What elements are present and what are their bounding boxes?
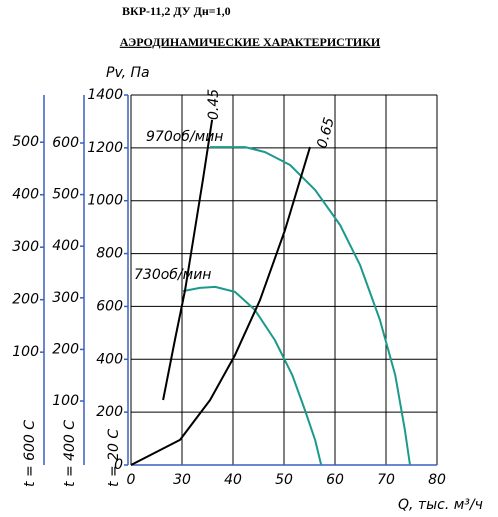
y-tick-label: 400 <box>12 187 39 203</box>
y-tick-label: 100 <box>12 344 39 360</box>
y-tick-label: 1200 <box>87 140 123 156</box>
curve <box>130 146 311 466</box>
x-tick-label: 80 <box>428 472 446 488</box>
x-tick-label: 60 <box>326 472 344 488</box>
curve <box>182 285 323 466</box>
y-tick-label: 600 <box>52 135 79 151</box>
axis-label: t = 20 С <box>106 429 122 487</box>
y-tick-label: 800 <box>96 246 123 262</box>
y-tick-label: 500 <box>12 134 39 150</box>
axis-label: t = 600 С <box>22 420 38 487</box>
y-tick-label: 200 <box>12 292 39 308</box>
y-tick-label: 300 <box>12 239 39 255</box>
y-tick-label: 1400 <box>87 87 123 103</box>
y-tick-label: 600 <box>96 298 123 314</box>
y-tick-label: 1000 <box>87 193 123 209</box>
x-tick-label: 70 <box>377 472 395 488</box>
x-axis-title: Q, тыс. м³/ч <box>398 497 483 513</box>
curve <box>210 146 411 466</box>
curve-label: 970об/мин <box>146 129 223 145</box>
x-tick-label: 40 <box>224 472 242 488</box>
curve <box>162 119 214 401</box>
curve-label: 0.65 <box>314 116 338 150</box>
curve-label: 730об/мин <box>134 267 211 283</box>
y-axis-title: Pv, Па <box>106 65 150 81</box>
y-tick-label: 500 <box>52 187 79 203</box>
x-tick-label: 30 <box>173 472 191 488</box>
y-tick-label: 200 <box>96 404 123 420</box>
y-tick-label: 0 <box>114 457 123 473</box>
header: ВКР-11,2 ДУ Дн=1,0 <box>122 4 231 18</box>
axis-label: t = 400 С <box>62 420 78 487</box>
y-tick-label: 400 <box>52 238 79 254</box>
y-tick-label: 400 <box>96 351 123 367</box>
y-tick-label: 100 <box>52 393 79 409</box>
chart-title: АЭРОДИНАМИЧЕСКИЕ ХАРАКТЕРИСТИКИ <box>120 35 381 49</box>
y-tick-label: 200 <box>52 341 79 357</box>
curve-label: 0.45 <box>206 89 222 120</box>
y-tick-label: 300 <box>52 290 79 306</box>
x-tick-label: 0 <box>127 472 136 488</box>
x-tick-label: 50 <box>275 472 293 488</box>
